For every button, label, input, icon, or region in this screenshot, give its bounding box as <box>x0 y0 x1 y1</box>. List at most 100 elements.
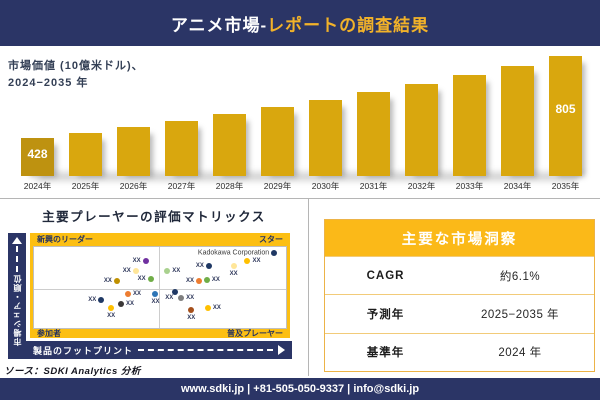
insight-label: 予測年 <box>366 308 405 321</box>
insight-row: 基準年 2024 年 <box>325 332 594 371</box>
point-label: XX <box>186 295 195 302</box>
bar-value-label: 428 <box>27 147 48 161</box>
point-label: XX <box>122 268 131 275</box>
insight-label: CAGR <box>366 269 405 282</box>
point-label: XX <box>165 294 174 301</box>
header-title-white: アニメ市場- <box>170 15 268 35</box>
source-note: ソース：SDKI Analytics 分析 <box>4 366 141 377</box>
insights-rows: CAGR 約6.1% 予測年 2025−2035 年基準年 2024 年 <box>325 256 594 371</box>
header-title-gold: レポートの調査結果 <box>267 15 430 35</box>
point-label: XX <box>132 257 141 264</box>
bar-2031年: 2031年 <box>357 92 390 191</box>
scatter-plot: XX XX XX XX Kadokawa Corporation XX XX XX XX XX XX… <box>33 246 287 329</box>
x-axis-tick: 2030年 <box>311 181 340 191</box>
point-label: XX <box>252 258 261 265</box>
bar-2033年: 2033年 <box>453 75 486 191</box>
bar-chart-section: 市場価値 (10億米ドル)、 2024−2035 年 428 2024年 2025年… <box>0 46 600 198</box>
point-label: XX <box>125 300 134 307</box>
x-axis-tick: 2033年 <box>455 181 484 191</box>
x-axis-tick: 2024年 <box>23 181 52 191</box>
scatter-point: XX <box>151 291 159 305</box>
insight-label: 基準年 <box>366 347 405 360</box>
footer-bar: www.sdki.jp | +81-505-050-9337 | info@sd… <box>0 378 600 400</box>
scatter-point: XX <box>230 263 238 277</box>
point-label: XX <box>107 312 116 319</box>
axis-title-line1: 市場価値 (10億米ドル)、 <box>8 60 144 72</box>
insights-panel: 主要な市場洞察 CAGR 約6.1% 予測年 2025−2035 年基準年 2024 年 <box>324 219 595 372</box>
scatter-point: XX <box>88 297 105 304</box>
x-axis-tick: 2032年 <box>407 181 436 191</box>
quadrant-divider-vertical <box>159 247 161 328</box>
matrix-title: 主要プレーヤーの評価マトリックス <box>42 210 266 224</box>
point-label: XX <box>172 268 181 275</box>
scatter-point: XX <box>203 276 220 283</box>
point-label: XX <box>212 304 221 311</box>
x-axis-tick: 2029年 <box>263 181 292 191</box>
point-label: XX <box>229 271 238 278</box>
bar-2032年: 2032年 <box>405 84 438 191</box>
bar-2030年: 2030年 <box>309 100 342 191</box>
scatter-point: XX <box>204 304 221 311</box>
quadrant-label-top-left: 新興のリーダー <box>37 235 93 244</box>
axis-title-line2: 2024−2035 年 <box>8 77 89 90</box>
point-label: XX <box>195 263 204 270</box>
scatter-point: XX <box>164 268 180 275</box>
y-axis-bar: 市場シェア・順位 <box>8 233 26 359</box>
scatter-point: XX <box>104 277 120 284</box>
section-divider-vertical <box>308 199 309 376</box>
bar-2035年: 805 2035年 <box>549 56 582 191</box>
quadrant-band-top: 新興のリーダー スター <box>33 233 287 246</box>
x-axis-tick: 2027年 <box>167 181 196 191</box>
x-axis-dashed-line <box>138 349 273 351</box>
bar-chart-axis-title: 市場価値 (10億米ドル)、 2024−2035 年 <box>8 58 198 92</box>
point-label: XX <box>187 314 196 321</box>
point-label: XX <box>132 291 141 298</box>
scatter-point: XX <box>186 277 203 284</box>
right-arrow-icon <box>278 345 285 355</box>
insight-value: 2024 年 <box>498 347 542 360</box>
x-axis-tick: 2026年 <box>119 181 148 191</box>
bar-2027年: 2027年 <box>165 121 198 191</box>
x-axis-tick: 2034年 <box>503 181 532 191</box>
point-label: XX <box>88 297 97 304</box>
quadrant-band-bottom: 参加者 普及プレーヤー <box>33 329 287 338</box>
bar-2026年: 2026年 <box>117 127 150 191</box>
scatter-point: XX <box>123 268 139 275</box>
insight-value: 約6.1% <box>499 270 541 283</box>
scatter-point: XX <box>117 300 134 307</box>
report-header: アニメ市場- レポートの調査結果 <box>0 0 600 46</box>
x-axis-label: 製品のフットプリント <box>33 345 134 356</box>
scatter-point: XX <box>165 289 179 301</box>
scatter-point: Kadokawa Corporation <box>198 249 278 256</box>
quadrant-label-bottom-left: 参加者 <box>37 329 61 338</box>
scatter-point: XX <box>187 306 195 321</box>
matrix-gold-frame: 新興のリーダー スター XX XX XX XX Kadokawa Corporation… <box>30 233 290 338</box>
scatter-point: XX <box>107 304 115 319</box>
insights-header: 主要な市場洞察 <box>325 220 594 256</box>
section-divider-horizontal <box>0 198 600 199</box>
scatter-point: XX <box>196 263 212 270</box>
bars-container: 428 2024年 2025年 2026年 2027年 2028年 2029年 2030年 20… <box>21 56 582 191</box>
quadrant-divider-horizontal <box>34 289 286 291</box>
y-axis-label: 市場シェア・順位 <box>12 274 22 346</box>
quadrant-label-bottom-right: 普及プレーヤー <box>227 329 283 338</box>
scatter-point: XX <box>138 275 154 282</box>
up-arrow-icon <box>12 237 22 244</box>
point-label: XX <box>103 277 112 284</box>
scatter-point: XX <box>124 291 141 298</box>
scatter-point: XX <box>133 257 149 264</box>
bar-value-label: 805 <box>555 102 576 116</box>
x-axis-tick: 2028年 <box>215 181 244 191</box>
point-label: XX <box>151 299 160 306</box>
point-label: XX <box>211 276 220 283</box>
matrix-section: 主要プレーヤーの評価マトリックス 市場シェア・順位 新興のリーダー スター XX… <box>0 199 308 378</box>
insight-row: CAGR 約6.1% <box>325 256 594 294</box>
insight-row: 予測年 2025−2035 年 <box>325 294 594 332</box>
x-axis-tick: 2035年 <box>551 181 580 191</box>
bar-2029年: 2029年 <box>261 107 294 191</box>
footer-text: www.sdki.jp | +81-505-050-9337 | info@sd… <box>180 383 420 395</box>
scatter-point: XX <box>244 258 260 265</box>
point-label: Kadokawa Corporation <box>197 249 270 257</box>
x-axis-tick: 2031年 <box>359 181 388 191</box>
